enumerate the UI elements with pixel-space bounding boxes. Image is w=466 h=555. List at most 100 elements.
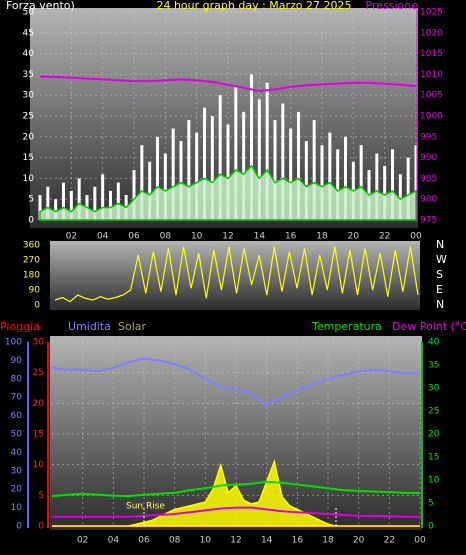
- y3-tick-label: 20: [11, 485, 23, 495]
- x-tick-label: 04: [97, 232, 109, 242]
- x-tick-label: 02: [77, 536, 88, 546]
- x-tick-label: 06: [138, 536, 150, 546]
- x-tick-label: 06: [128, 232, 140, 242]
- y-tick-label: 15: [23, 153, 34, 163]
- x-tick-label: 10: [191, 232, 203, 242]
- x-tick-label: 14: [261, 536, 273, 546]
- y-tick-label: 90: [29, 286, 41, 296]
- y3-tick-label: 70: [11, 393, 23, 403]
- line: [52, 506, 420, 518]
- annotation: Sun Rise: [126, 502, 165, 512]
- x-tick-label: 04: [108, 536, 120, 546]
- y-tick-label: 25: [23, 112, 34, 122]
- area: [52, 458, 420, 527]
- legend-label: Pioggia: [0, 320, 40, 333]
- legend-label: Umidita: [68, 320, 111, 333]
- legend-label: Temperatura: [311, 320, 382, 333]
- y-tick-label: 360: [23, 241, 40, 251]
- x-tick-label: 14: [254, 232, 266, 242]
- y2-tick-label: 1020: [420, 28, 443, 38]
- x-tick-label: 02: [66, 232, 77, 242]
- y2-tick-label: 20: [428, 430, 440, 440]
- y-tick-label: 270: [23, 256, 40, 266]
- y3-tick-label: 50: [11, 430, 23, 440]
- y2-tick-label: 40: [428, 338, 440, 348]
- y-tick-label: 30: [23, 91, 35, 101]
- y3-tick-label: 30: [11, 466, 23, 476]
- y2-tick-label: N: [436, 298, 444, 311]
- y2-tick-label: 5: [428, 499, 434, 509]
- line: [54, 246, 419, 303]
- y3-tick-label: 100: [5, 338, 22, 348]
- y-tick-label: 25: [33, 368, 44, 378]
- y2-tick-label: 30: [428, 384, 440, 394]
- y-tick-label: 20: [33, 399, 45, 409]
- x-tick-label: 12: [222, 232, 233, 242]
- y-tick-label: 30: [33, 338, 45, 348]
- y2-tick-label: 15: [428, 453, 439, 463]
- x-tick-label: 20: [348, 232, 360, 242]
- x-tick-label: 18: [316, 232, 328, 242]
- plot-layer: 0510152025303540455097598098599099510001…: [5, 8, 447, 546]
- x-tick-label: 00: [414, 536, 426, 546]
- y-tick-label: 10: [33, 460, 45, 470]
- y2-tick-label: 1000: [420, 112, 443, 122]
- y2-tick-label: W: [436, 253, 447, 266]
- x-tick-label: 20: [353, 536, 365, 546]
- x-tick-label: 22: [379, 232, 390, 242]
- y2-tick-label: 980: [420, 195, 437, 205]
- x-tick-label: 16: [292, 536, 304, 546]
- y2-tick-label: N: [436, 238, 444, 251]
- chart-title: 24 hour graph day : Marzo 27 2025: [156, 0, 351, 12]
- line: [51, 480, 420, 498]
- y2-tick-label: 985: [420, 174, 437, 184]
- y3-tick-label: 90: [11, 356, 23, 366]
- y3-tick-label: 10: [11, 503, 23, 513]
- y2-tick-label: 35: [428, 361, 439, 371]
- area: [39, 164, 417, 221]
- y-tick-label: 180: [23, 271, 40, 281]
- x-tick-label: 18: [322, 536, 334, 546]
- y-tick-label: 35: [23, 70, 34, 80]
- y2-tick-label: 975: [420, 216, 437, 226]
- y3-tick-label: 60: [11, 411, 23, 421]
- y-tick-label: 10: [23, 174, 35, 184]
- y-tick-label: 5: [28, 195, 34, 205]
- y2-tick-label: E: [436, 283, 443, 296]
- y-tick-label: 15: [33, 430, 44, 440]
- y-axis-label: Forza vento): [6, 0, 75, 12]
- y-tick-label: 0: [38, 522, 44, 532]
- y-tick-label: 45: [23, 28, 34, 38]
- y3-tick-label: 0: [16, 522, 22, 532]
- y3-tick-label: 40: [11, 448, 23, 458]
- y2-tick-label: 1025: [420, 8, 443, 18]
- legend-label: Solar: [118, 320, 147, 333]
- y2-tick-label: 990: [420, 153, 437, 163]
- y2-tick-label: 0: [428, 522, 434, 532]
- y2-tick-label: 1010: [420, 70, 443, 80]
- y-tick-label: 5: [38, 491, 44, 501]
- y-tick-label: 0: [28, 216, 34, 226]
- x-tick-label: 10: [200, 536, 212, 546]
- y2-axis-label: Pressione: [366, 0, 419, 12]
- x-tick-label: 08: [169, 536, 181, 546]
- x-tick-label: 12: [230, 536, 241, 546]
- y-tick-label: 20: [23, 132, 35, 142]
- legend-label: Dew Point (°C): [392, 320, 466, 333]
- x-tick-label: 00: [410, 232, 422, 242]
- line: [51, 357, 420, 406]
- y2-tick-label: 995: [420, 132, 437, 142]
- y2-tick-label: 1005: [420, 91, 443, 101]
- y2-tick-label: 25: [428, 407, 439, 417]
- y2-tick-label: S: [436, 268, 443, 281]
- x-tick-label: 22: [384, 536, 395, 546]
- y3-tick-label: 80: [11, 374, 23, 384]
- x-tick-label: 16: [285, 232, 297, 242]
- y2-tick-label: 10: [428, 476, 440, 486]
- y2-tick-label: 1015: [420, 49, 443, 59]
- y-tick-label: 40: [23, 49, 35, 59]
- y-tick-label: 0: [34, 301, 40, 311]
- x-tick-label: 08: [160, 232, 172, 242]
- y-tick-label: 50: [23, 8, 35, 18]
